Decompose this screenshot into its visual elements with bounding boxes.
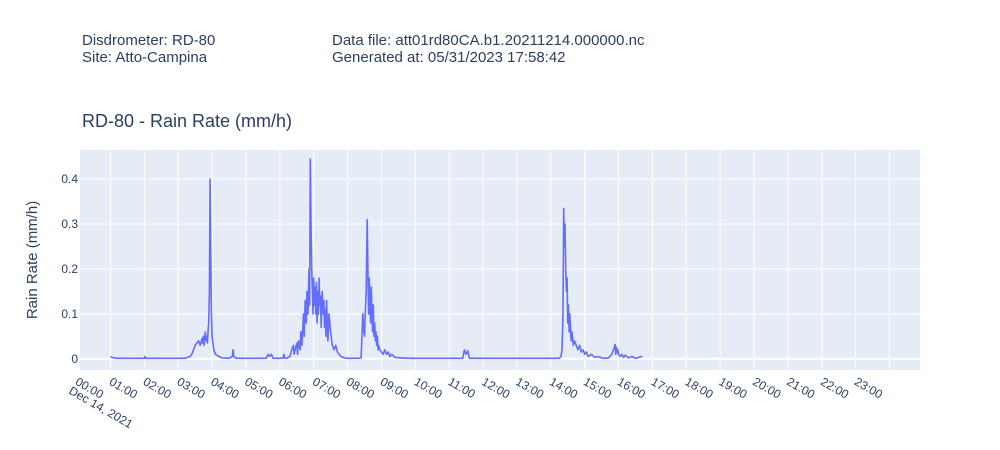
y-tick-label: 0 — [71, 352, 78, 366]
series-layer — [110, 158, 643, 360]
x-tick-label: 19:00 — [717, 374, 750, 401]
y-axis-title: Rain Rate (mm/h) — [24, 201, 41, 319]
x-tick-label: 12:00 — [479, 374, 512, 401]
header-left: Disdrometer: RD-80 Site: Atto-Campina — [82, 32, 215, 66]
site-label: Site: Atto-Campina — [82, 49, 208, 66]
disdrometer-label: Disdrometer: RD-80 — [82, 32, 216, 49]
x-tick-label: 22:00 — [818, 374, 851, 401]
plot-area[interactable] — [80, 150, 920, 370]
generated-at-label: Generated at: 05/31/2023 17:58:42 — [332, 49, 566, 66]
y-tick-label: 0.3 — [61, 217, 78, 231]
header-right: Data file: att01rd80CA.b1.20211214.00000… — [332, 32, 644, 66]
x-tick-label: 15:00 — [581, 374, 614, 401]
x-tick-label: 10:00 — [412, 374, 445, 401]
x-tick-label: 21:00 — [784, 374, 817, 401]
x-tick-label: 01:00 — [107, 374, 140, 401]
x-tick-label: 18:00 — [683, 374, 716, 401]
x-tick-label: 16:00 — [615, 374, 648, 401]
x-tick-label: 11:00 — [446, 374, 479, 401]
y-tick-labels: 0 0.1 0.2 0.3 0.4 — [61, 172, 78, 366]
chart-title: RD-80 - Rain Rate (mm/h) — [82, 111, 292, 131]
x-tick-label: 09:00 — [378, 374, 411, 401]
x-tick-label: 03:00 — [175, 374, 208, 401]
x-tick-label: 23:00 — [852, 374, 885, 401]
x-tick-label: 02:00 — [141, 374, 174, 401]
series-line-rain-rate[interactable] — [110, 158, 643, 360]
x-tick-label: 17:00 — [649, 374, 682, 401]
x-tick-label: 05:00 — [242, 374, 275, 401]
x-tick-label: 20:00 — [750, 374, 783, 401]
x-tick-label: 13:00 — [513, 374, 546, 401]
data-file-label: Data file: att01rd80CA.b1.20211214.00000… — [332, 32, 645, 49]
x-tick-label: 08:00 — [344, 374, 377, 401]
x-tick-label: 14:00 — [547, 374, 580, 401]
x-tick-label: 04:00 — [208, 374, 241, 401]
x-tick-labels: 00:00 01:00 02:00 03:00 04:00 05:00 06:00 07:00… — [73, 374, 885, 401]
y-tick-label: 0.4 — [61, 172, 78, 186]
y-tick-label: 0.2 — [61, 262, 78, 276]
y-tick-label: 0.1 — [61, 307, 78, 321]
x-tick-label: 06:00 — [276, 374, 309, 401]
x-tick-label: 07:00 — [310, 374, 343, 401]
